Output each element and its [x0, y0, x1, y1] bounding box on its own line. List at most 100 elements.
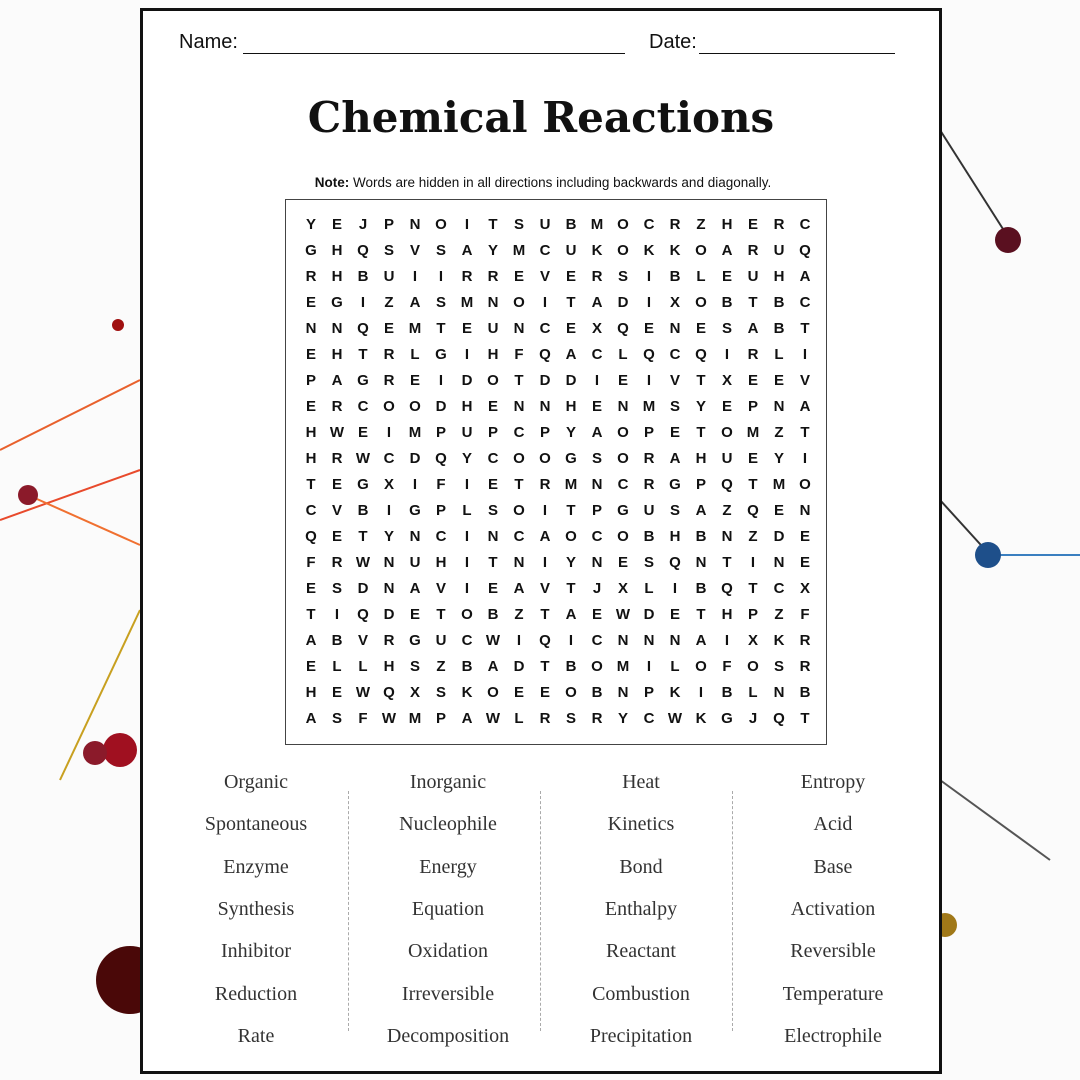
grid-letter: E: [591, 606, 602, 623]
grid-letter: P: [643, 424, 654, 441]
grid-letter: E: [487, 580, 498, 597]
divider: [348, 791, 349, 1031]
grid-letter: A: [409, 580, 421, 597]
grid-letter: C: [773, 580, 785, 597]
grid-letter: T: [514, 372, 524, 389]
grid-letter: D: [461, 372, 473, 389]
grid-letter: R: [747, 242, 759, 259]
grid-letter: T: [540, 606, 550, 623]
grid-letter: A: [565, 606, 577, 623]
grid-letter: E: [357, 424, 368, 441]
grid-letter: H: [565, 398, 577, 415]
grid-letter: R: [643, 450, 655, 467]
grid-letter: Y: [773, 450, 784, 467]
grid-letter: K: [461, 684, 473, 701]
grid-letter: J: [592, 580, 602, 597]
grid-letter: O: [617, 242, 629, 259]
grid-letter: S: [669, 502, 680, 519]
grid-letter: W: [485, 632, 501, 649]
grid-letter: T: [566, 580, 576, 597]
grid-letter: C: [383, 450, 395, 467]
grid-letter: Z: [436, 658, 446, 675]
grid-letter: D: [513, 658, 525, 675]
grid-letter: G: [331, 294, 343, 311]
grid-letter: E: [539, 684, 550, 701]
grid-letter: M: [642, 398, 656, 415]
grid-letter: K: [669, 684, 681, 701]
grid-letter: G: [357, 476, 369, 493]
grid-letter: T: [306, 476, 316, 493]
grid-letter: D: [539, 372, 551, 389]
grid-letter: N: [669, 632, 681, 649]
grid-letter: W: [355, 450, 371, 467]
grid-letter: A: [799, 268, 811, 285]
word: Energy: [419, 855, 477, 878]
grid-letter: Z: [774, 424, 784, 441]
grid-letter: R: [539, 476, 551, 493]
word: Rate: [237, 1024, 275, 1047]
divider: [540, 791, 541, 1031]
word: Electrophile: [784, 1024, 882, 1047]
grid-letter: I: [542, 502, 548, 519]
grid-letter: X: [409, 684, 420, 701]
grid-letter: E: [565, 268, 576, 285]
grid-letter: N: [513, 398, 525, 415]
grid-letter: K: [669, 242, 681, 259]
grid-letter: I: [542, 294, 548, 311]
grid-letter: S: [513, 216, 524, 233]
grid-letter: T: [488, 554, 498, 571]
grid-letter: E: [409, 372, 420, 389]
divider: [732, 791, 733, 1031]
grid-letter: O: [513, 502, 525, 519]
grid-letter: C: [435, 528, 447, 545]
grid-letter: C: [643, 216, 655, 233]
grid-letter: D: [565, 372, 577, 389]
grid-letter: Y: [565, 424, 576, 441]
grid-letter: E: [487, 398, 498, 415]
grid-letter: G: [409, 632, 421, 649]
grid-letter: K: [695, 710, 707, 727]
title: Chemical Reactions: [307, 93, 775, 142]
grid-letter: B: [695, 580, 707, 597]
grid-letter: M: [590, 216, 604, 233]
grid-letter: I: [646, 268, 652, 285]
grid-letter: N: [487, 528, 499, 545]
grid-letter: N: [721, 528, 733, 545]
grid-letter: H: [695, 450, 707, 467]
grid-letter: U: [435, 632, 447, 649]
grid-letter: W: [667, 710, 683, 727]
grid-letter: E: [799, 554, 810, 571]
grid-letter: D: [435, 398, 447, 415]
note-text: Words are hidden in all directions inclu…: [353, 175, 772, 190]
grid-letter: D: [409, 450, 421, 467]
grid-letter: I: [360, 294, 366, 311]
grid-letter: E: [331, 216, 342, 233]
word: Synthesis: [217, 897, 295, 920]
grid-letter: V: [669, 372, 680, 389]
grid-letter: H: [331, 346, 343, 363]
grid-letter: D: [643, 606, 655, 623]
grid-letter: C: [799, 216, 811, 233]
grid-letter: C: [617, 476, 629, 493]
grid-letter: P: [539, 424, 550, 441]
grid-letter: T: [748, 580, 758, 597]
grid-letter: O: [383, 398, 395, 415]
grid-letter: Y: [383, 528, 394, 545]
grid-letter: O: [721, 424, 733, 441]
grid-letter: W: [485, 710, 501, 727]
grid-letter: M: [512, 242, 526, 259]
grid-letter: C: [591, 528, 603, 545]
grid-letter: S: [383, 242, 394, 259]
grid-letter: L: [410, 346, 420, 363]
grid-letter: B: [721, 684, 733, 701]
grid-letter: A: [695, 632, 707, 649]
grid-letter: L: [644, 580, 654, 597]
grid-letter: Z: [774, 606, 784, 623]
grid-letter: C: [799, 294, 811, 311]
grid-letter: B: [643, 528, 655, 545]
grid-letter: E: [331, 476, 342, 493]
word: Enthalpy: [604, 897, 678, 920]
word: Heat: [622, 771, 660, 793]
grid-letter: V: [331, 502, 342, 519]
